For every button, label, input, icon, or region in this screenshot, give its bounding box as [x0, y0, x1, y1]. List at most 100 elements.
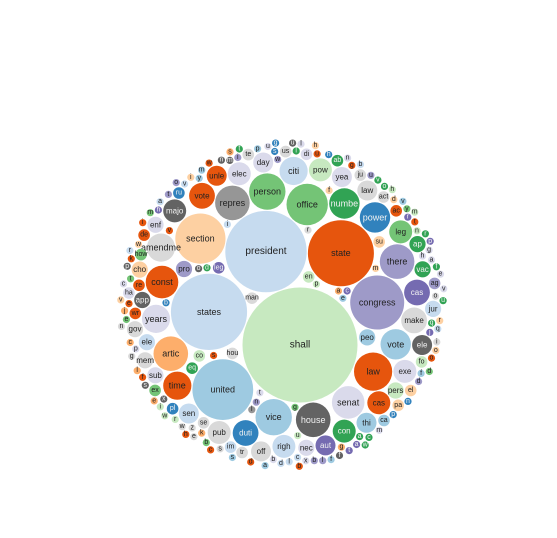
bubble-node: ap: [409, 236, 425, 252]
bubble-circle: [308, 220, 374, 286]
bubble-node: el: [405, 385, 417, 397]
bubble-circle: [314, 150, 321, 157]
bubble-circle: [422, 230, 429, 237]
bubble-node: r: [126, 247, 133, 254]
bubble-circle: [251, 441, 271, 461]
bubble-circle: [254, 145, 261, 152]
bubble-node: l: [297, 141, 304, 148]
bubble-circle: [151, 397, 158, 404]
bubble-node: co: [194, 350, 206, 362]
bubble-circle: [440, 285, 447, 292]
bubble-node: t: [236, 145, 243, 152]
bubble-circle: [428, 320, 435, 327]
bubble-circle: [357, 161, 364, 168]
bubble-circle: [427, 238, 434, 245]
bubble-circle: [208, 421, 231, 444]
bubble-circle: [157, 198, 164, 205]
bubble-node: ag: [429, 278, 441, 290]
bubble-circle: [246, 292, 258, 304]
bubble-circle: [253, 399, 260, 406]
bubble-circle: [326, 187, 333, 194]
bubble-circle: [236, 145, 243, 152]
bubble-circle: [296, 403, 331, 438]
bubble-circle: [227, 348, 239, 360]
bubble-circle: [270, 456, 277, 463]
bubble-node: d: [426, 368, 433, 375]
bubble-node: a: [262, 462, 269, 469]
bubble-node: make: [401, 308, 427, 334]
bubble-circle: [172, 416, 179, 423]
bubble-circle: [195, 265, 202, 272]
bubble-circle: [179, 404, 199, 424]
bubble-node: q: [428, 320, 435, 327]
bubble-circle: [225, 441, 237, 453]
bubble-node: g: [272, 140, 279, 147]
bubble-node: day: [253, 153, 273, 173]
bubble-circle: [319, 457, 326, 464]
bubble-node: senat: [332, 386, 365, 419]
bubble-circle: [198, 430, 205, 437]
bubble-circle: [325, 151, 332, 158]
bubble-circle: [189, 424, 196, 431]
bubble-circle: [243, 149, 255, 161]
bubble-circle: [272, 435, 295, 458]
bubble-node: p: [313, 281, 320, 288]
bubble-node: e: [339, 295, 346, 302]
bubble-circle: [127, 339, 134, 346]
bubble-circle: [312, 142, 319, 149]
bubble-circle: [256, 399, 292, 435]
bubble-node: i: [433, 338, 440, 345]
bubble-node: cho: [132, 262, 148, 278]
bubble-circle: [404, 280, 430, 306]
bubble-circle: [128, 255, 135, 262]
bubble-node: elec: [228, 162, 251, 185]
bubble-circle: [117, 296, 124, 303]
bubble-node: office: [287, 184, 328, 225]
bubble-node: j: [426, 329, 433, 336]
bubble-node: ex: [149, 385, 161, 397]
bubble-circle: [229, 454, 236, 461]
bubble-circle: [262, 462, 269, 469]
bubble-node: f: [433, 263, 440, 270]
bubble-circle: [390, 411, 397, 418]
bubble-node: d: [247, 458, 254, 465]
bubble-circle: [249, 173, 285, 209]
bubble-node: gov: [127, 321, 143, 337]
bubble-circle: [329, 188, 359, 218]
bubble-node: ac: [390, 205, 402, 217]
bubble-circle: [213, 262, 225, 274]
bubble-circle: [428, 256, 435, 263]
bubble-node: pa: [392, 400, 404, 412]
bubble-circle: [357, 413, 377, 433]
bubble-node: o: [173, 179, 180, 186]
bubble-node: v: [399, 198, 406, 205]
bubble-circle: [432, 293, 439, 300]
bubble-node: g: [338, 444, 345, 451]
bubble-node: law: [357, 181, 377, 201]
bubble-circle: [215, 186, 250, 221]
bubble-node: h: [182, 431, 189, 438]
bubble-node: c: [344, 287, 351, 294]
bubble-node: there: [380, 244, 415, 279]
bubble-node: eq: [186, 362, 198, 374]
bubble-node: x: [160, 396, 167, 403]
bubble-circle: [412, 335, 432, 355]
bubble-circle: [135, 241, 142, 248]
bubble-node: s: [226, 148, 233, 155]
bubble-node: q: [434, 325, 441, 332]
bubble-circle: [378, 191, 390, 203]
bubble-circle: [336, 452, 343, 459]
bubble-circle: [272, 140, 279, 147]
bubble-node: o: [432, 293, 439, 300]
bubble-circle: [274, 156, 281, 163]
bubble-circle: [381, 183, 388, 190]
bubble-circle: [378, 415, 390, 427]
bubble-circle: [173, 179, 180, 186]
bubble-circle: [374, 177, 381, 184]
bubble-node: e: [190, 433, 197, 440]
bubble-circle: [123, 316, 130, 323]
bubble-circle: [367, 172, 374, 179]
bubble-node: m: [411, 209, 418, 216]
bubble-circle: [360, 202, 390, 232]
